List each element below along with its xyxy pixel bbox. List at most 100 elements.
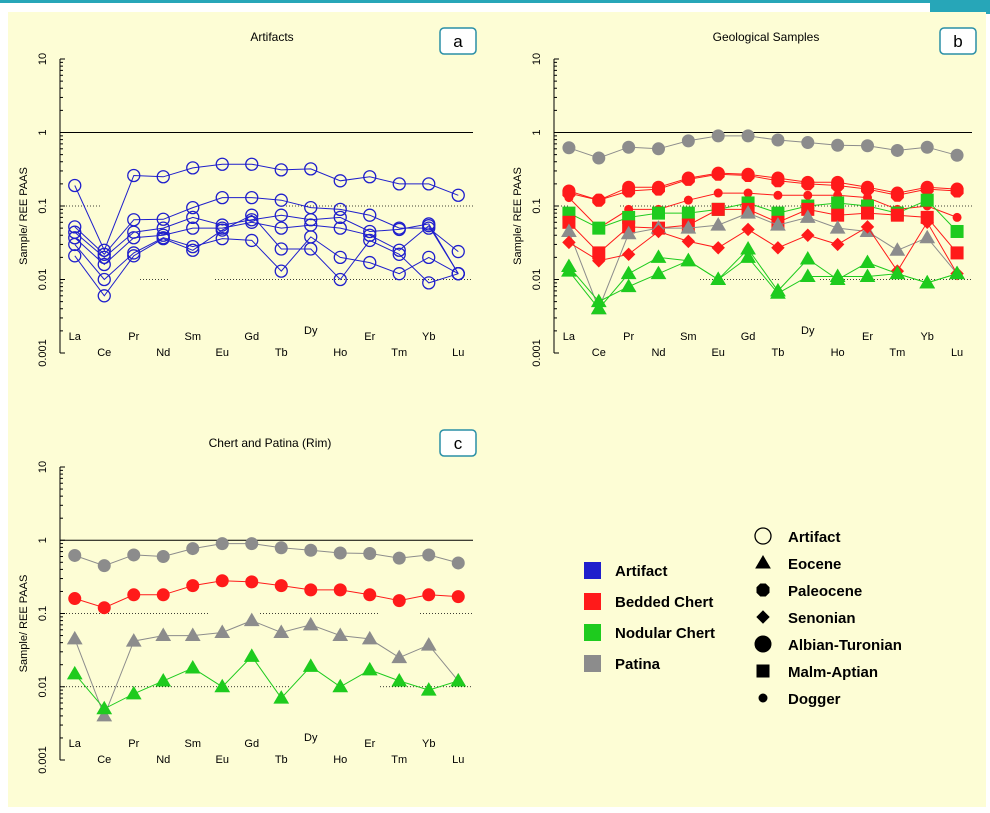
legend-swatch bbox=[584, 562, 601, 579]
x-tick-label: La bbox=[69, 738, 82, 750]
data-point bbox=[950, 148, 964, 162]
legend-label: Patina bbox=[615, 656, 661, 673]
data-point bbox=[420, 637, 437, 651]
data-point bbox=[186, 210, 200, 225]
data-point bbox=[592, 193, 606, 207]
data-point bbox=[363, 588, 377, 602]
series-bedded bbox=[68, 574, 465, 615]
y-tick-label: 1 bbox=[531, 129, 543, 135]
data-point bbox=[68, 592, 82, 606]
data-point bbox=[156, 170, 170, 184]
y-tick-label: 0.001 bbox=[37, 746, 49, 774]
x-tick-label: Ce bbox=[592, 347, 606, 359]
data-point bbox=[274, 193, 288, 207]
y-tick-label: 0.001 bbox=[531, 339, 543, 367]
data-point bbox=[186, 579, 200, 593]
data-point bbox=[652, 206, 665, 220]
data-point bbox=[801, 177, 815, 191]
y-tick-label: 10 bbox=[37, 461, 49, 473]
x-tick-label: La bbox=[69, 331, 82, 343]
data-point bbox=[156, 212, 170, 226]
data-point bbox=[711, 202, 725, 216]
data-point bbox=[245, 233, 259, 248]
data-point bbox=[215, 190, 229, 205]
x-tick-label: Ho bbox=[831, 347, 845, 359]
data-point bbox=[97, 289, 111, 303]
x-tick-label: Ho bbox=[333, 347, 347, 359]
data-point bbox=[186, 221, 200, 235]
data-point bbox=[243, 612, 260, 627]
data-point bbox=[214, 678, 231, 693]
y-tick-label: 0.1 bbox=[37, 606, 49, 621]
legend-swatch bbox=[584, 655, 601, 672]
data-point bbox=[97, 243, 111, 257]
data-point bbox=[683, 195, 693, 205]
data-point bbox=[97, 247, 111, 261]
data-point bbox=[156, 550, 170, 564]
data-point bbox=[363, 255, 377, 270]
data-point bbox=[422, 219, 436, 233]
x-tick-label: Tb bbox=[275, 347, 288, 359]
data-point bbox=[127, 168, 141, 183]
data-point bbox=[952, 212, 962, 222]
series-patina bbox=[562, 129, 964, 165]
data-point bbox=[711, 167, 725, 181]
data-point bbox=[450, 672, 467, 687]
data-point bbox=[771, 133, 785, 147]
data-point bbox=[333, 210, 347, 225]
y-tick-label: 0.001 bbox=[37, 339, 49, 367]
data-point bbox=[186, 200, 200, 215]
data-point bbox=[650, 249, 667, 263]
x-tick-label: Lu bbox=[452, 347, 464, 359]
x-tick-label: Sm bbox=[680, 331, 697, 343]
series-patina bbox=[68, 537, 465, 573]
legend-label: Artifact bbox=[788, 529, 841, 546]
x-tick-label: Pr bbox=[623, 331, 634, 343]
data-point bbox=[245, 575, 259, 589]
series-bedded bbox=[562, 166, 964, 207]
data-point bbox=[799, 251, 816, 265]
data-point bbox=[363, 170, 377, 184]
legend-label: Artifact bbox=[615, 563, 668, 580]
data-point bbox=[392, 267, 406, 281]
data-point bbox=[392, 551, 406, 565]
data-point bbox=[363, 224, 377, 239]
data-point bbox=[681, 206, 695, 220]
series-patina bbox=[561, 205, 965, 315]
data-point bbox=[392, 177, 406, 191]
panel-a: Artifacts a 10 1 0.1 0.01 0.001 Sample/ REE PAA… bbox=[18, 27, 477, 367]
data-point bbox=[302, 658, 319, 672]
legend-swatch bbox=[584, 593, 601, 610]
series-nodular bbox=[66, 648, 467, 715]
x-tick-label: Tm bbox=[391, 754, 407, 766]
data-point bbox=[333, 174, 347, 188]
x-tick-label: Sm bbox=[185, 331, 202, 343]
data-point bbox=[274, 242, 288, 256]
data-point bbox=[831, 138, 845, 152]
data-point bbox=[831, 208, 845, 222]
data-point bbox=[333, 583, 347, 597]
panel-c: Chert and Patina (Rim) c 10 1 0.1 0.01 0.001 Sa… bbox=[18, 429, 477, 774]
data-point bbox=[274, 264, 288, 278]
data-point bbox=[860, 220, 875, 234]
data-point bbox=[861, 206, 874, 220]
data-point bbox=[97, 601, 111, 615]
data-point bbox=[650, 265, 667, 280]
data-point bbox=[889, 265, 906, 280]
data-point bbox=[274, 163, 288, 177]
panel-title: Chert and Patina (Rim) bbox=[209, 436, 332, 450]
x-tick-label: Lu bbox=[951, 347, 963, 359]
data-point bbox=[652, 142, 665, 156]
data-point bbox=[186, 243, 200, 257]
x-tick-label: Dy bbox=[801, 325, 815, 337]
data-point bbox=[451, 188, 465, 202]
data-point bbox=[96, 700, 113, 715]
panel-b: Geological Samples b 10 1 0.1 0.01 0.001 Sample… bbox=[512, 27, 977, 367]
x-tick-label: Gd bbox=[741, 331, 756, 343]
x-tick-label: Eu bbox=[711, 347, 724, 359]
data-point bbox=[363, 546, 377, 560]
data-point bbox=[68, 178, 82, 193]
series-line bbox=[568, 212, 958, 311]
data-point bbox=[304, 162, 318, 176]
